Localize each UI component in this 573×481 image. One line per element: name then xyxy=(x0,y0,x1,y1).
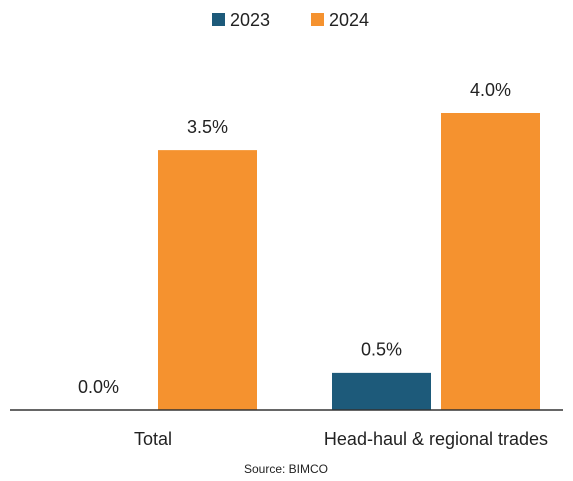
bar xyxy=(332,372,431,410)
value-label: 3.5% xyxy=(187,117,228,137)
category-label: Total xyxy=(134,429,172,449)
bar xyxy=(441,113,540,410)
legend-label: 2024 xyxy=(329,10,369,30)
value-label: 4.0% xyxy=(470,80,511,100)
legend-swatch xyxy=(311,13,324,26)
source: Source: BIMCO xyxy=(244,462,328,476)
category-label: Head-haul & regional trades xyxy=(324,429,548,449)
legend-label: 2023 xyxy=(230,10,270,30)
bar xyxy=(158,150,257,410)
legend-swatch xyxy=(212,13,225,26)
value-label: 0.0% xyxy=(78,377,119,397)
value-label: 0.5% xyxy=(361,340,402,360)
